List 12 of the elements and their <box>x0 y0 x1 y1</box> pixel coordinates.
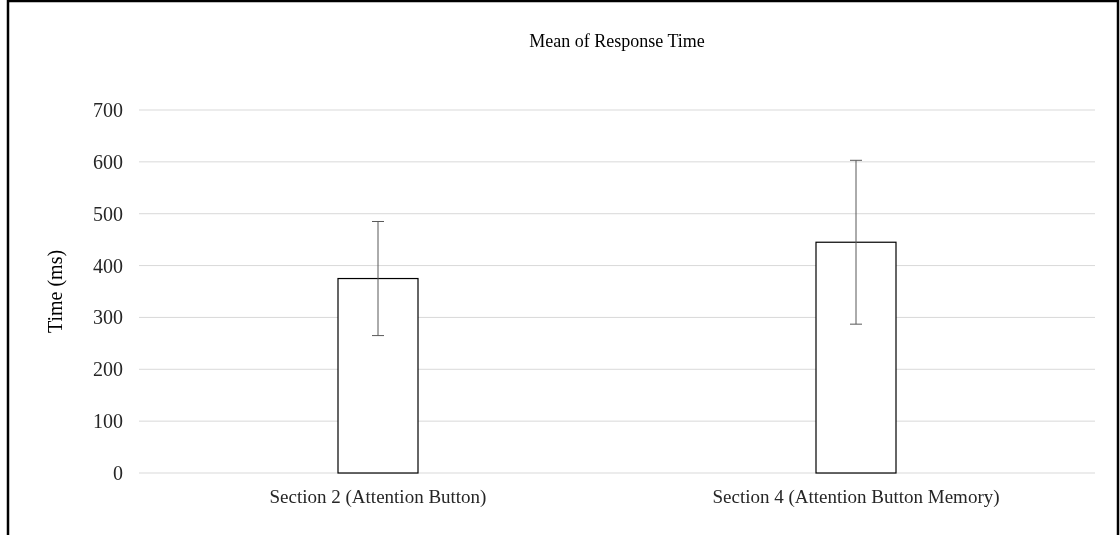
x-tick-label: Section 2 (Attention Button) <box>269 486 487 508</box>
y-tick-label: 300 <box>93 306 123 329</box>
y-tick-label: 0 <box>113 462 123 484</box>
y-tick-label: 200 <box>93 358 123 381</box>
y-tick-label: 500 <box>93 202 123 225</box>
y-tick-label: 700 <box>93 99 123 121</box>
y-tick-label: 100 <box>93 410 123 433</box>
x-tick-label: Section 4 (Attention Button Memory) <box>712 486 1000 508</box>
y-tick-label: 600 <box>93 150 123 173</box>
y-axis-title: Time (ms) <box>44 249 67 334</box>
y-tick-label: 400 <box>93 254 123 277</box>
chart-title: Mean of Response Time <box>529 31 705 51</box>
